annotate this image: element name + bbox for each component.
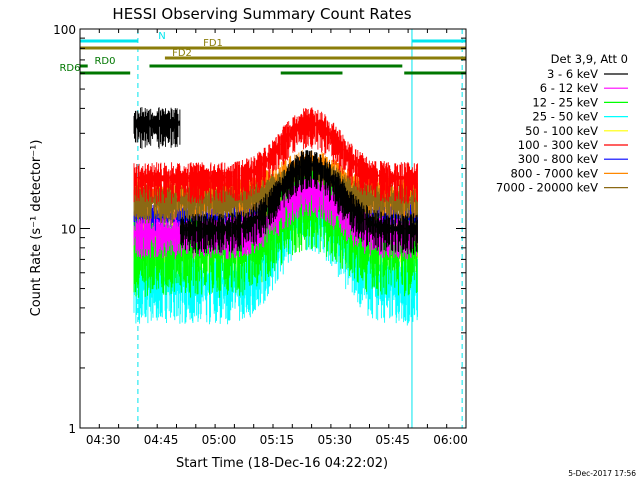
flag-label: N [158, 31, 165, 42]
legend-entry: 7000 - 20000 keV [496, 181, 628, 195]
flag-fd2: FD2 [164, 48, 466, 60]
series-3-6kev [133, 107, 418, 255]
legend-entry: 800 - 7000 keV [510, 166, 628, 180]
legend-entry: 100 - 300 keV [518, 138, 628, 152]
flag-label: FD1 [203, 38, 223, 49]
flag-fd1: FD1 [80, 38, 466, 50]
legend-label: 3 - 6 keV [547, 67, 598, 81]
legend-label: 50 - 100 keV [525, 124, 598, 138]
legend-entry: 12 - 25 keV [532, 95, 628, 109]
x-axis-label: Start Time (18-Dec-16 04:22:02) [176, 456, 388, 471]
flag-rd0: RD0 [80, 56, 403, 68]
legend-label: 6 - 12 keV [540, 81, 598, 95]
x-tick-label: 04:30 [86, 433, 121, 447]
legend-label: 100 - 300 keV [518, 138, 598, 152]
x-tick-label: 05:30 [317, 433, 352, 447]
legend-label: 25 - 50 keV [532, 110, 598, 124]
flag-label: FD2 [172, 48, 192, 59]
timestamp: 5-Dec-2017 17:56 [568, 469, 636, 478]
chart-title: HESSI Observing Summary Count Rates [112, 5, 411, 23]
legend-label: 7000 - 20000 keV [496, 181, 598, 195]
x-tick-label: 06:00 [433, 433, 468, 447]
y-tick-label: 1 [68, 422, 76, 436]
legend-entry: 3 - 6 keV [547, 67, 628, 81]
flag-label: RD0 [94, 56, 115, 67]
flag-n: N [80, 31, 466, 43]
y-tick-label: 10 [61, 223, 76, 237]
x-tick-label: 05:00 [202, 433, 237, 447]
series-100-300kev [133, 107, 418, 204]
x-tick-label: 05:15 [260, 433, 295, 447]
series-lines [133, 107, 418, 326]
legend-entry: 300 - 800 keV [518, 152, 628, 166]
legend-label: 300 - 800 keV [518, 152, 598, 166]
y-axis-label: Count Rate (s⁻¹ detector⁻¹) [29, 140, 44, 317]
y-tick-label: 100 [53, 23, 76, 37]
legend-label: 12 - 25 keV [532, 95, 598, 109]
legend-title: Det 3,9, Att 0 [551, 52, 628, 66]
flag-rd6: RD6 [59, 63, 466, 75]
legend-entry: 6 - 12 keV [540, 81, 628, 95]
axes: 04:30 04:45 05:00 05:15 05:30 05:45 06:00 1 10 10… [53, 23, 468, 447]
legend-entry: 25 - 50 keV [532, 110, 628, 124]
x-tick-label: 05:45 [375, 433, 410, 447]
x-tick-label: 04:45 [144, 433, 179, 447]
observing-flags: N FD1 FD2 RD0 RD6 [59, 31, 466, 75]
legend-entry: 50 - 100 keV [525, 124, 628, 138]
legend-label: 800 - 7000 keV [510, 166, 598, 180]
flag-label: RD6 [59, 63, 80, 74]
